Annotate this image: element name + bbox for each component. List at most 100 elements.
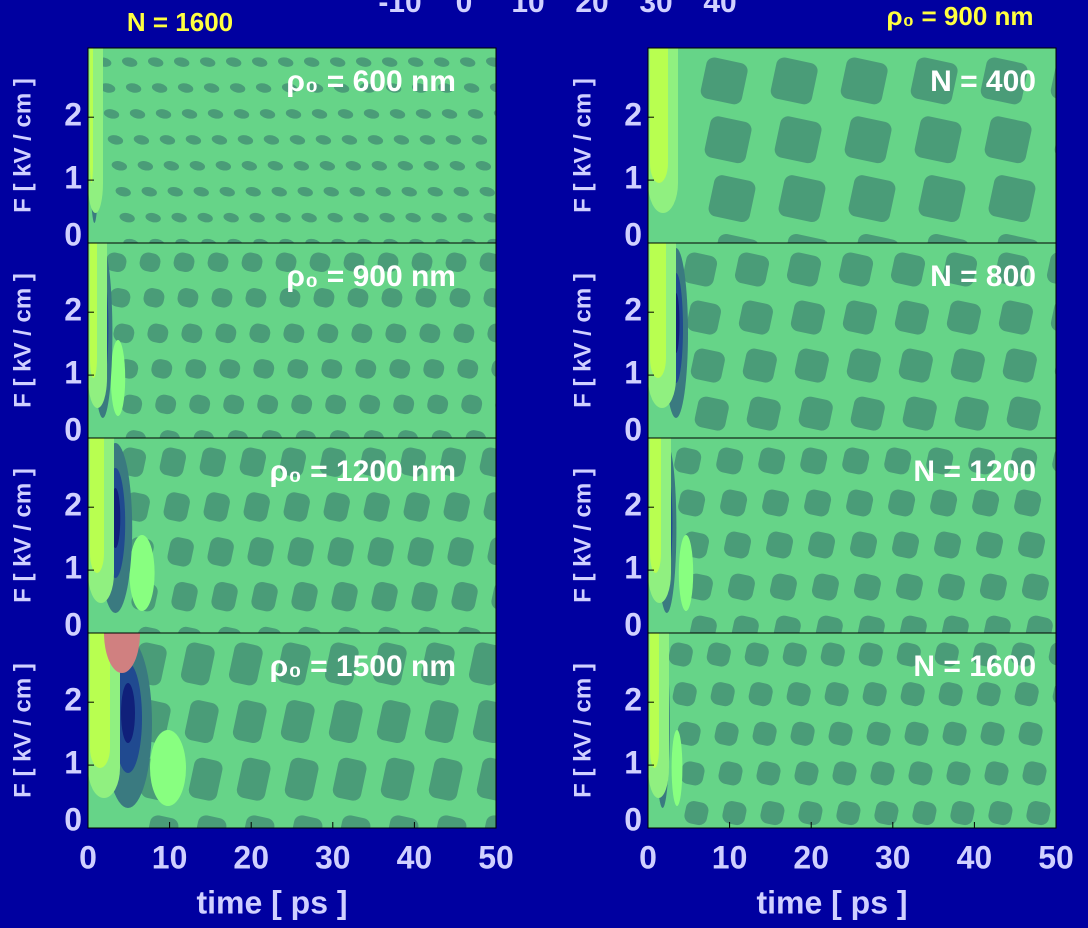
contour-patch bbox=[431, 212, 447, 223]
contour-patch bbox=[331, 238, 347, 243]
contour-patch bbox=[427, 186, 443, 197]
contour-patch bbox=[475, 161, 492, 171]
contour-patch bbox=[297, 186, 313, 197]
contour-patch bbox=[1022, 761, 1047, 786]
contour-patch bbox=[321, 359, 343, 379]
contour-patch bbox=[690, 348, 725, 383]
contour-patch bbox=[411, 581, 438, 612]
contour-patch bbox=[215, 161, 232, 171]
x-tick-label: 0 bbox=[639, 839, 657, 875]
contour-patch bbox=[363, 430, 385, 438]
contour-patch bbox=[115, 186, 131, 197]
contour-patch bbox=[193, 186, 209, 197]
contour-patch bbox=[177, 83, 194, 93]
x-tick-label: 10 bbox=[152, 839, 188, 875]
contour-patch bbox=[409, 238, 425, 243]
panel-label: ρ₀ = 1500 nm bbox=[270, 650, 456, 683]
y-tick-label: 1 bbox=[624, 160, 642, 196]
contour-patch bbox=[151, 359, 173, 379]
contour-patch bbox=[1014, 489, 1042, 517]
contour-patch bbox=[984, 761, 1009, 786]
y-tick-label: 0 bbox=[64, 216, 82, 252]
contour-patch bbox=[844, 116, 892, 164]
contour-patch bbox=[411, 252, 433, 273]
contour-patch bbox=[319, 447, 346, 477]
contour-patch bbox=[790, 300, 825, 335]
contour-patch bbox=[899, 615, 927, 633]
contour-patch bbox=[453, 186, 469, 197]
column-title: ρ₀ = 900 nm bbox=[886, 1, 1033, 31]
contour-patch bbox=[995, 252, 1030, 287]
contour-patch bbox=[441, 109, 458, 119]
contour-plot bbox=[88, 633, 496, 828]
contour-patch bbox=[159, 447, 186, 477]
contour-patch bbox=[313, 288, 335, 308]
contour-patch bbox=[979, 573, 1007, 601]
contour-patch bbox=[1026, 801, 1051, 826]
contour-patch bbox=[722, 801, 747, 826]
contour-patch bbox=[133, 135, 150, 145]
x-tick-label: 20 bbox=[793, 839, 829, 875]
y-tick-label: 0 bbox=[624, 606, 642, 642]
contour-patch bbox=[946, 761, 971, 786]
contour-patch bbox=[332, 757, 367, 801]
x-tick-label: 10 bbox=[712, 839, 748, 875]
contour-patch bbox=[937, 573, 965, 601]
contour-patch bbox=[1014, 682, 1039, 707]
contour-patch bbox=[371, 161, 388, 171]
contour-dark bbox=[121, 683, 135, 743]
contour-patch bbox=[245, 288, 267, 308]
y-axis-label: F [ kV / cm ] bbox=[9, 78, 36, 213]
contour-patch bbox=[423, 359, 445, 379]
contour-patch bbox=[125, 83, 142, 93]
contour-plot bbox=[648, 243, 1056, 438]
contour-patch bbox=[163, 161, 180, 171]
contour-patch bbox=[407, 57, 424, 67]
contour-plot bbox=[648, 633, 1056, 828]
panel-label: ρ₀ = 600 nm bbox=[286, 65, 456, 98]
contour-patch bbox=[983, 615, 1011, 633]
contour-patch bbox=[241, 252, 263, 273]
contour-patch bbox=[357, 238, 373, 243]
contour-bright bbox=[129, 535, 155, 611]
contour-patch bbox=[385, 83, 402, 93]
contour-patch bbox=[331, 581, 358, 612]
contour-patch bbox=[119, 212, 135, 223]
contour-patch bbox=[941, 615, 969, 633]
contour-patch bbox=[363, 109, 380, 119]
contour-patch bbox=[432, 815, 467, 828]
contour-patch bbox=[239, 447, 266, 477]
contour-patch bbox=[934, 642, 959, 667]
contour-patch bbox=[237, 135, 254, 145]
contour-patch bbox=[261, 430, 283, 438]
y-tick-label: 1 bbox=[64, 160, 82, 196]
contour-patch bbox=[731, 615, 759, 633]
contour-patch bbox=[349, 186, 365, 197]
contour-plot bbox=[648, 48, 1056, 243]
contour-patch bbox=[808, 531, 835, 559]
contour-patch bbox=[227, 238, 243, 243]
contour-bright bbox=[90, 438, 104, 573]
contour-patch bbox=[245, 186, 261, 197]
y-tick-label: 0 bbox=[624, 801, 642, 837]
contour-patch bbox=[247, 537, 274, 567]
contour-patch bbox=[389, 359, 411, 379]
contour-plot bbox=[88, 243, 496, 438]
contour-patch bbox=[309, 252, 331, 273]
contour-patch bbox=[283, 323, 305, 344]
contour-patch bbox=[766, 531, 793, 559]
contour-patch bbox=[327, 537, 354, 567]
contour-patch bbox=[329, 430, 351, 438]
contour-patch bbox=[277, 642, 311, 686]
contour-patch bbox=[397, 430, 419, 438]
contour-patch bbox=[431, 430, 453, 438]
contour-patch bbox=[483, 288, 496, 308]
contour-patch bbox=[159, 135, 176, 145]
y-tick-label: 2 bbox=[624, 97, 642, 133]
contour-patch bbox=[381, 288, 403, 308]
contour-patch bbox=[219, 359, 241, 379]
contour-patch bbox=[267, 161, 284, 171]
contour-patch bbox=[423, 161, 440, 171]
contour-patch bbox=[908, 761, 933, 786]
contour-patch bbox=[972, 489, 1000, 517]
